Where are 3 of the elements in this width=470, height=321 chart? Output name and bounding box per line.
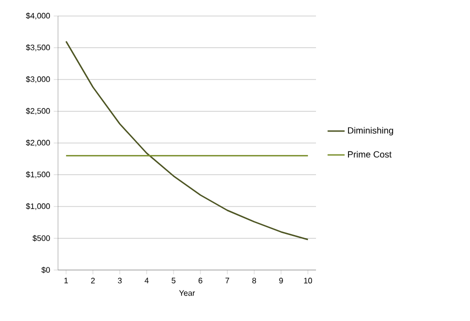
legend-label: Diminishing bbox=[348, 127, 394, 136]
legend-label: Prime Cost bbox=[348, 150, 392, 158]
line-series bbox=[65, 40, 309, 240]
